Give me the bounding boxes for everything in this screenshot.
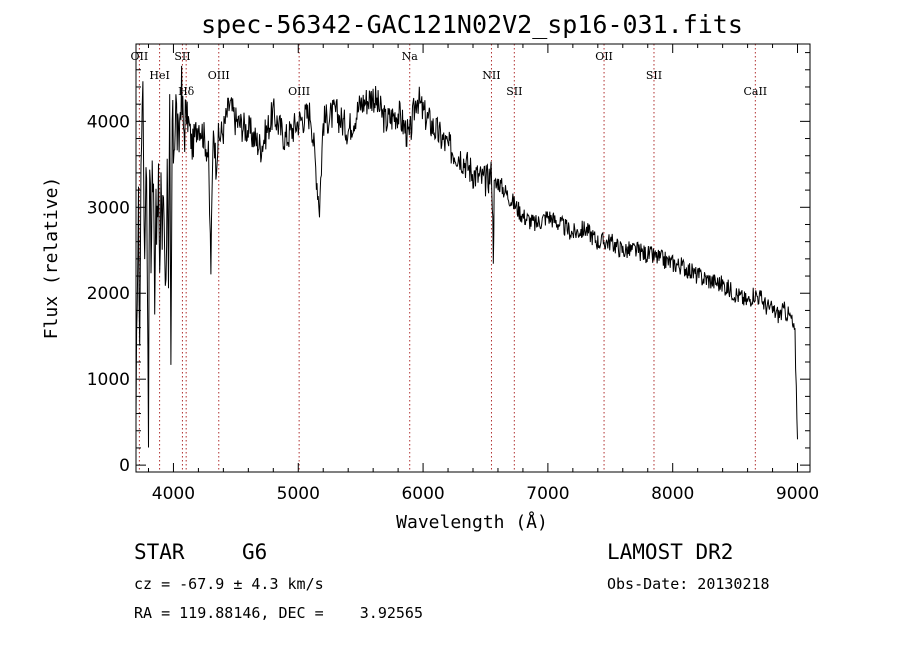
chart-title: spec-56342-GAC121N02V2_sp16-031.fits <box>201 10 743 39</box>
y-tick-label: 0 <box>119 456 130 476</box>
x-tick-label: 9000 <box>776 484 819 504</box>
survey-name: LAMOST DR2 <box>607 540 734 564</box>
object-subclass: G6 <box>242 540 268 564</box>
emission-line-label: Na <box>402 50 419 63</box>
redshift-cz: cz = -67.9 ± 4.3 km/s <box>134 575 324 593</box>
y-tick-label: 3000 <box>87 198 130 218</box>
observation-date: Obs-Date: 20130218 <box>607 575 770 593</box>
y-tick-label: 2000 <box>87 284 130 304</box>
object-class: STAR <box>134 540 185 564</box>
y-axis: 0 1000 2000 3000 4000 <box>87 52 810 476</box>
emission-line-label: OIII <box>208 69 230 82</box>
x-axis: 4000 5000 6000 7000 8000 9000 <box>147 44 819 504</box>
emission-line-label: HeI <box>149 69 169 82</box>
series-layer <box>135 65 798 448</box>
emission-line-label: CaII <box>743 85 767 98</box>
coordinates: RA = 119.88146, DEC = 3.92565 <box>134 604 423 622</box>
x-tick-label: 8000 <box>651 484 694 504</box>
spectrum-line <box>135 65 798 448</box>
x-tick-label: 7000 <box>526 484 569 504</box>
emission-line-label: SII <box>506 85 522 98</box>
y-tick-label: 1000 <box>87 370 130 390</box>
emission-line-label: SII <box>646 69 662 82</box>
emission-line-label: OIII <box>288 85 310 98</box>
emission-line-label: NII <box>482 69 500 82</box>
x-tick-label: 4000 <box>152 484 195 504</box>
x-tick-label: 6000 <box>401 484 444 504</box>
emission-line-label: OII <box>595 50 613 63</box>
y-axis-label: Flux (relative) <box>41 177 62 340</box>
emission-line-label: SII <box>174 50 190 63</box>
emission-line-label: Hδ <box>178 85 195 98</box>
x-axis-label: Wavelength (Å) <box>396 511 548 533</box>
y-tick-label: 4000 <box>87 112 130 132</box>
plot-frame <box>135 43 811 473</box>
emission-line-label: OII <box>131 50 149 63</box>
x-tick-label: 5000 <box>277 484 320 504</box>
